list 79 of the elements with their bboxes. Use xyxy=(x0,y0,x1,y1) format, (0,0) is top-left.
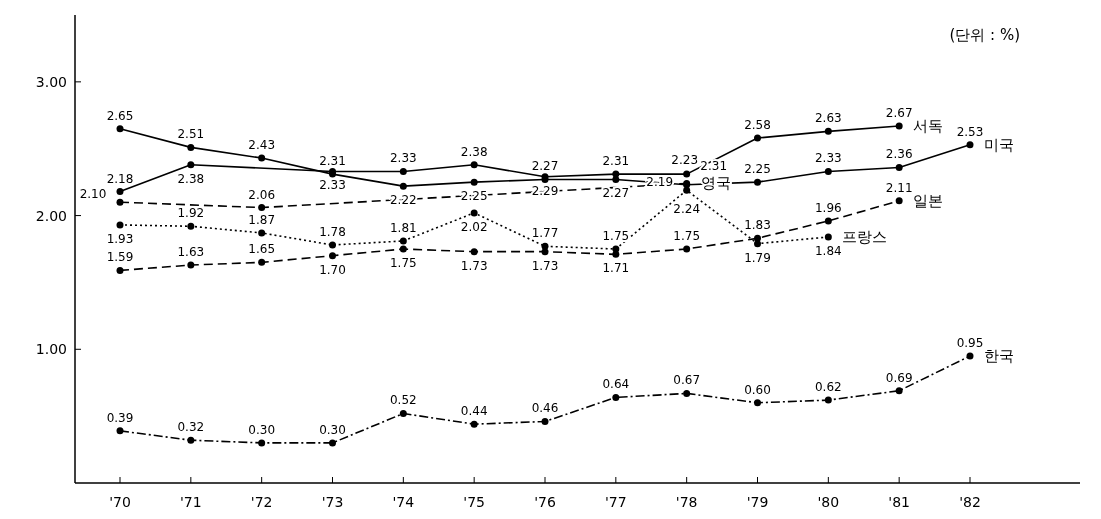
y-tick-label: 1.00 xyxy=(35,341,67,358)
data-label: 2.27 xyxy=(531,159,559,174)
data-label: 1.65 xyxy=(248,242,276,257)
data-label: 0.52 xyxy=(389,393,417,408)
data-label: 2.33 xyxy=(389,151,417,166)
x-tick-label: '78 xyxy=(675,494,698,510)
y-tick-label: 2.00 xyxy=(35,207,67,224)
data-label: 2.53 xyxy=(956,124,984,139)
data-label: 1.75 xyxy=(389,256,417,270)
data-label: 1.79 xyxy=(744,250,771,265)
data-label: 1.93 xyxy=(106,231,134,246)
data-label: 0.64 xyxy=(602,377,630,392)
data-label: 0.62 xyxy=(814,380,842,395)
y-tick-label: 3.00 xyxy=(35,73,67,90)
x-tick-label: '77 xyxy=(605,494,627,510)
data-label: 2.18 xyxy=(106,171,134,186)
data-label: 2.33 xyxy=(814,151,842,166)
data-label: 1.96 xyxy=(814,200,842,215)
x-tick-label: '71 xyxy=(180,494,202,510)
data-label: 2.02 xyxy=(460,219,488,234)
data-label: 2.65 xyxy=(106,108,134,123)
data-label: 2.36 xyxy=(885,147,913,162)
x-tick-label: '81 xyxy=(888,494,910,510)
data-label: 1.87 xyxy=(248,212,276,227)
data-label: 2.10 xyxy=(79,187,107,202)
data-label: 1.81 xyxy=(389,220,417,235)
data-label: 1.73 xyxy=(531,258,559,273)
data-label: 1.92 xyxy=(177,206,205,221)
data-label: 1.73 xyxy=(460,258,488,273)
data-label: 1.78 xyxy=(319,224,346,239)
data-label: 2.38 xyxy=(177,171,205,186)
data-label: 0.60 xyxy=(744,382,771,397)
data-label: 2.38 xyxy=(460,144,488,159)
data-label: 0.44 xyxy=(460,404,488,419)
data-label: 2.58 xyxy=(744,118,771,133)
data-label: 2.43 xyxy=(248,138,276,153)
data-label: 2.67 xyxy=(885,105,913,120)
annotation: (단위 : %) xyxy=(949,26,1020,44)
data-label: 0.95 xyxy=(956,335,984,350)
data-label: 2.51 xyxy=(177,127,205,142)
data-label: 1.70 xyxy=(319,262,346,277)
data-label: 2.33 xyxy=(319,178,346,193)
data-label: 2.27 xyxy=(602,186,630,201)
x-tick-label: '79 xyxy=(746,494,769,510)
data-label: 2.31 xyxy=(319,154,346,169)
data-label: 1.59 xyxy=(106,250,134,265)
x-tick-label: '70 xyxy=(109,494,131,510)
data-label: 1.77 xyxy=(531,226,559,241)
data-label: 0.67 xyxy=(673,373,701,388)
data-label: 2.11 xyxy=(885,180,913,195)
x-tick-label: '75 xyxy=(463,494,485,510)
x-tick-label: '82 xyxy=(959,494,981,510)
data-label: 1.71 xyxy=(602,261,630,276)
data-label: 2.23 xyxy=(671,152,699,167)
data-label: 1.75 xyxy=(602,229,630,243)
x-tick-label: '76 xyxy=(534,494,556,510)
data-label: 2.31 xyxy=(700,159,728,174)
data-label: 1.63 xyxy=(177,245,205,260)
data-label: 2.31 xyxy=(602,154,630,169)
data-label: 2.25 xyxy=(460,189,488,204)
data-label: 0.30 xyxy=(319,422,346,437)
x-tick-label: '73 xyxy=(321,494,344,510)
data-label: 2.22 xyxy=(389,193,417,208)
data-label: 0.32 xyxy=(177,420,205,435)
x-tick-label: '74 xyxy=(392,494,415,510)
data-label: 2.25 xyxy=(744,162,771,177)
data-label: 1.75 xyxy=(673,229,701,243)
data-label: 2.24 xyxy=(673,202,701,217)
data-label: 1.84 xyxy=(814,243,842,258)
x-tick-label: '80 xyxy=(817,494,840,510)
data-label: 0.30 xyxy=(248,422,276,437)
data-label: 0.46 xyxy=(531,401,559,416)
data-label: 0.69 xyxy=(885,370,913,385)
data-label: 1.83 xyxy=(744,218,771,233)
x-tick-label: '72 xyxy=(250,494,273,510)
data-label: 2.63 xyxy=(814,111,842,126)
data-label: 2.06 xyxy=(248,187,276,202)
data-label: 0.39 xyxy=(106,410,134,425)
data-label: 2.29 xyxy=(531,183,559,198)
